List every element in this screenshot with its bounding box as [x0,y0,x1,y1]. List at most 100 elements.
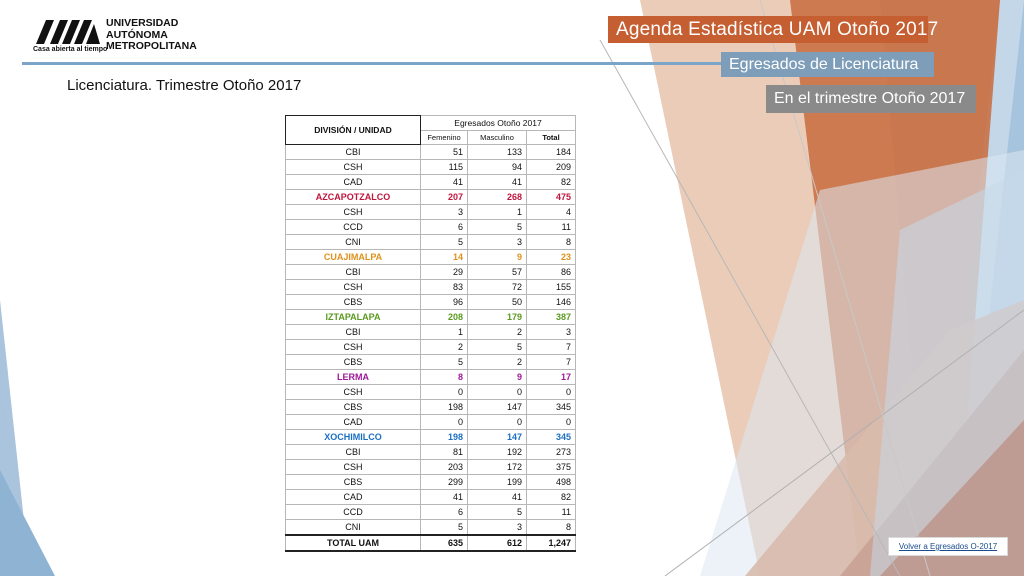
row-total: 475 [526,189,576,205]
total-male: 612 [467,534,527,552]
row-female: 96 [420,294,468,310]
row-male: 1 [467,204,527,220]
row-division-name: CAD [285,174,421,190]
row-total: 23 [526,249,576,265]
row-female: 299 [420,474,468,490]
row-total: 0 [526,414,576,430]
table-row: CCD 6 5 11 [285,219,576,235]
row-total: 345 [526,399,576,415]
table-row: CSH 0 0 0 [285,384,576,400]
row-total: 11 [526,504,576,520]
row-total: 387 [526,309,576,325]
agenda-title-banner: Agenda Estadística UAM Otoño 2017 [608,16,938,43]
table-row: CBS 5 2 7 [285,354,576,370]
row-female: 198 [420,399,468,415]
university-name: UNIVERSIDAD AUTÓNOMA METROPOLITANA [106,17,197,52]
row-male: 57 [467,264,527,280]
row-division-name: CSH [285,459,421,475]
row-male: 179 [467,309,527,325]
row-total: 7 [526,339,576,355]
row-female: 207 [420,189,468,205]
row-male: 9 [467,369,527,385]
row-total: 273 [526,444,576,460]
row-division-name: CSH [285,384,421,400]
total-column-header: Total [526,130,576,145]
row-total: 4 [526,204,576,220]
page-subtitle: Licenciatura. Trimestre Otoño 2017 [67,77,302,94]
row-division-name: CNI [285,234,421,250]
table-row: CSH 2 5 7 [285,339,576,355]
table-row: CAD 0 0 0 [285,414,576,430]
back-to-graduates-link[interactable]: Volver a Egresados O-2017 [888,537,1008,556]
row-division-name: CSH [285,204,421,220]
table-row: CSH 115 94 209 [285,159,576,175]
row-male: 192 [467,444,527,460]
row-total: 146 [526,294,576,310]
graduates-table: DIVISIÓN / UNIDAD Egresados Otoño 2017 F… [285,115,576,552]
row-female: 115 [420,159,468,175]
row-female: 83 [420,279,468,295]
row-total: 7 [526,354,576,370]
row-female: 5 [420,519,468,536]
table-row: CBS 96 50 146 [285,294,576,310]
row-male: 5 [467,219,527,235]
unit-subtotal-row: IZTAPALAPA 208 179 387 [285,309,576,325]
row-division-name: LERMA [285,369,421,385]
row-division-name: CAD [285,489,421,505]
row-male: 268 [467,189,527,205]
uam-logo [36,20,100,44]
row-division-name: CBI [285,144,421,160]
row-female: 203 [420,459,468,475]
unit-subtotal-row: CUAJIMALPA 14 9 23 [285,249,576,265]
graduates-group-header: Egresados Otoño 2017 [420,115,576,131]
table-row: CSH 83 72 155 [285,279,576,295]
row-division-name: CBS [285,294,421,310]
row-total: 8 [526,234,576,250]
row-total: 345 [526,429,576,445]
row-female: 8 [420,369,468,385]
row-division-name: IZTAPALAPA [285,309,421,325]
row-female: 29 [420,264,468,280]
row-male: 5 [467,504,527,520]
row-division-name: CSH [285,279,421,295]
row-female: 5 [420,234,468,250]
row-total: 82 [526,489,576,505]
row-female: 41 [420,489,468,505]
row-male: 41 [467,174,527,190]
row-total: 11 [526,219,576,235]
row-male: 133 [467,144,527,160]
row-female: 198 [420,429,468,445]
row-division-name: CBI [285,264,421,280]
period-banner: En el trimestre Otoño 2017 [766,85,976,113]
row-male: 50 [467,294,527,310]
row-female: 2 [420,339,468,355]
row-male: 2 [467,354,527,370]
row-male: 41 [467,489,527,505]
row-total: 17 [526,369,576,385]
table-row: CAD 41 41 82 [285,174,576,190]
university-tagline: Casa abierta al tiempo [33,46,108,53]
row-male: 147 [467,399,527,415]
row-division-name: CBI [285,324,421,340]
row-division-name: CUAJIMALPA [285,249,421,265]
male-column-header: Masculino [467,130,527,145]
row-male: 0 [467,414,527,430]
row-total: 155 [526,279,576,295]
row-female: 1 [420,324,468,340]
row-total: 82 [526,174,576,190]
row-female: 3 [420,204,468,220]
table-row: CNI 5 3 8 [285,234,576,250]
row-female: 6 [420,219,468,235]
row-male: 94 [467,159,527,175]
row-female: 5 [420,354,468,370]
row-male: 2 [467,324,527,340]
total-label: TOTAL UAM [285,534,421,552]
unit-subtotal-row: XOCHIMILCO 198 147 345 [285,429,576,445]
row-division-name: CSH [285,159,421,175]
table-row: CBI 29 57 86 [285,264,576,280]
row-total: 375 [526,459,576,475]
total-row: TOTAL UAM 635 612 1,247 [285,534,576,552]
table-row: CSH 203 172 375 [285,459,576,475]
table-row: CBI 81 192 273 [285,444,576,460]
